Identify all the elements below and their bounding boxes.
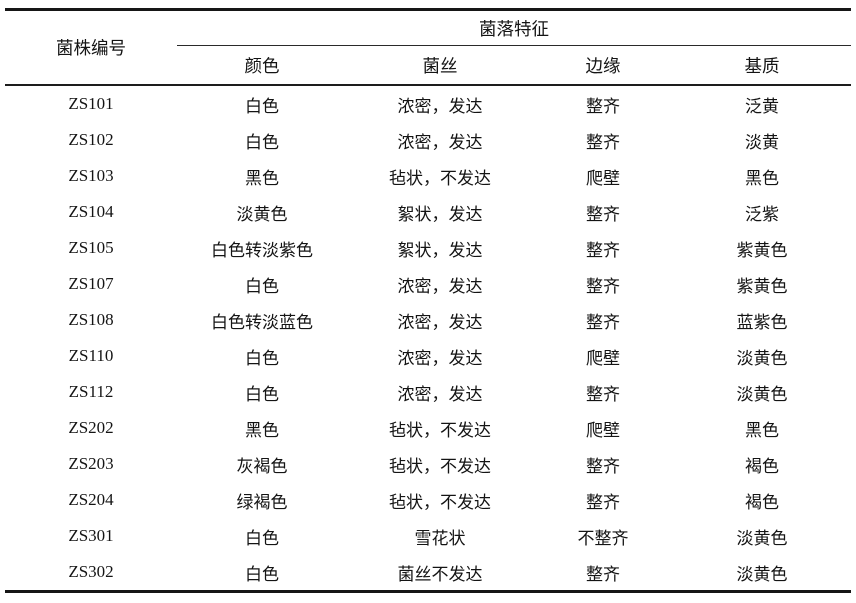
table-row: ZS102 白色 浓密，发达 整齐 淡黄 bbox=[5, 122, 851, 158]
cell-edge: 爬壁 bbox=[586, 420, 620, 440]
cell-colony-color: 白色转淡蓝色 bbox=[211, 312, 313, 332]
strain-colony-table: 菌株编号 菌落特征 颜色 菌丝 边缘 基质 ZS101 白色 浓密，发达 整齐 泛黄 ZS… bbox=[5, 8, 851, 593]
table-row: ZS302 白色 菌丝不发达 整齐 淡黄色 bbox=[5, 554, 851, 592]
cell-strain-id: ZS202 bbox=[68, 418, 114, 437]
column-header-color: 颜色 bbox=[244, 55, 280, 76]
cell-colony-color: 白色 bbox=[245, 384, 279, 404]
cell-colony-color: 灰褐色 bbox=[236, 456, 288, 476]
cell-edge: 整齐 bbox=[586, 276, 620, 296]
cell-hyphae: 毡状，不发达 bbox=[389, 492, 491, 512]
cell-base: 褐色 bbox=[745, 456, 779, 476]
table-header: 菌株编号 菌落特征 颜色 菌丝 边缘 基质 bbox=[5, 9, 851, 86]
cell-strain-id: ZS302 bbox=[68, 562, 114, 581]
cell-base: 泛黄 bbox=[745, 96, 779, 116]
cell-strain-id: ZS101 bbox=[68, 94, 114, 113]
table-body: ZS101 白色 浓密，发达 整齐 泛黄 ZS102 白色 浓密，发达 整齐 淡黄 ZS103 黑色毡… bbox=[5, 85, 851, 592]
cell-base: 紫黄色 bbox=[736, 240, 788, 260]
table-row: ZS105 白色转淡紫色 絮状，发达 整齐 紫黄色 bbox=[5, 230, 851, 266]
column-header-strain-id: 菌株编号 bbox=[56, 38, 126, 58]
cell-edge: 整齐 bbox=[586, 132, 620, 152]
cell-hyphae: 絮状，发达 bbox=[397, 204, 483, 224]
table-row: ZS108 白色转淡蓝色 浓密，发达 整齐 蓝紫色 bbox=[5, 302, 851, 338]
cell-strain-id: ZS203 bbox=[68, 454, 114, 473]
cell-strain-id: ZS301 bbox=[68, 526, 114, 545]
cell-strain-id: ZS204 bbox=[68, 490, 114, 509]
cell-edge: 爬壁 bbox=[586, 348, 620, 368]
table-row: ZS103 黑色 毡状，不发达 爬壁 黑色 bbox=[5, 158, 851, 194]
table-row: ZS202 黑色 毡状，不发达 爬壁 黑色 bbox=[5, 410, 851, 446]
cell-base: 黑色 bbox=[745, 420, 779, 440]
header-row-group: 菌株编号 菌落特征 bbox=[5, 9, 851, 58]
cell-hyphae: 雪花状 bbox=[414, 528, 466, 548]
column-header-base: 基质 bbox=[744, 55, 780, 76]
cell-colony-color: 白色 bbox=[245, 528, 279, 548]
table-row: ZS112 白色 浓密，发达 整齐 淡黄色 bbox=[5, 374, 851, 410]
table-row: ZS110 白色 浓密，发达 爬壁 淡黄色 bbox=[5, 338, 851, 374]
cell-base: 泛紫 bbox=[745, 204, 779, 224]
table-row: ZS203 灰褐色 毡状，不发达 整齐 褐色 bbox=[5, 446, 851, 482]
table-row: ZS107 白色 浓密，发达 整齐 紫黄色 bbox=[5, 266, 851, 302]
cell-base: 黑色 bbox=[745, 168, 779, 188]
cell-hyphae: 毡状，不发达 bbox=[389, 168, 491, 188]
cell-base: 蓝紫色 bbox=[736, 312, 788, 332]
cell-colony-color: 黑色 bbox=[245, 168, 279, 188]
column-header-hyphae: 菌丝 bbox=[422, 55, 458, 76]
cell-colony-color: 白色 bbox=[245, 96, 279, 116]
cell-edge: 整齐 bbox=[586, 96, 620, 116]
table-row: ZS104 淡黄色 絮状，发达 整齐 泛紫 bbox=[5, 194, 851, 230]
cell-colony-color: 白色 bbox=[245, 348, 279, 368]
cell-strain-id: ZS104 bbox=[68, 202, 114, 221]
table-row: ZS204 绿褐色 毡状，不发达 整齐 褐色 bbox=[5, 482, 851, 518]
cell-colony-color: 白色转淡紫色 bbox=[211, 240, 313, 260]
cell-hyphae: 浓密，发达 bbox=[397, 132, 483, 152]
cell-hyphae: 浓密，发达 bbox=[397, 96, 483, 116]
cell-colony-color: 白色 bbox=[245, 132, 279, 152]
cell-hyphae: 絮状，发达 bbox=[397, 240, 483, 260]
cell-hyphae: 浓密，发达 bbox=[397, 348, 483, 368]
cell-strain-id: ZS110 bbox=[68, 346, 114, 365]
cell-strain-id: ZS103 bbox=[68, 166, 114, 185]
cell-hyphae: 毡状，不发达 bbox=[389, 420, 491, 440]
cell-edge: 整齐 bbox=[586, 564, 620, 584]
cell-base: 褐色 bbox=[745, 492, 779, 512]
cell-colony-color: 白色 bbox=[245, 564, 279, 584]
cell-edge: 整齐 bbox=[586, 204, 620, 224]
column-group-header-colony-characteristics: 菌落特征 bbox=[177, 9, 851, 46]
cell-strain-id: ZS112 bbox=[68, 382, 114, 401]
cell-hyphae: 浓密，发达 bbox=[397, 276, 483, 296]
cell-strain-id: ZS108 bbox=[68, 310, 114, 329]
cell-base: 淡黄色 bbox=[736, 348, 788, 368]
cell-edge: 整齐 bbox=[586, 240, 620, 260]
cell-colony-color: 白色 bbox=[245, 276, 279, 296]
cell-base: 淡黄色 bbox=[736, 528, 788, 548]
cell-base: 淡黄色 bbox=[736, 384, 788, 404]
table-row: ZS301 白色 雪花状 不整齐 淡黄色 bbox=[5, 518, 851, 554]
cell-strain-id: ZS102 bbox=[68, 130, 114, 149]
table-row: ZS101 白色 浓密，发达 整齐 泛黄 bbox=[5, 85, 851, 122]
cell-hyphae: 浓密，发达 bbox=[397, 312, 483, 332]
cell-edge: 整齐 bbox=[586, 312, 620, 332]
cell-hyphae: 毡状，不发达 bbox=[389, 456, 491, 476]
cell-edge: 整齐 bbox=[586, 456, 620, 476]
cell-hyphae: 菌丝不发达 bbox=[397, 564, 483, 584]
cell-colony-color: 绿褐色 bbox=[236, 492, 288, 512]
cell-edge: 爬壁 bbox=[586, 168, 620, 188]
cell-base: 紫黄色 bbox=[736, 276, 788, 296]
cell-base: 淡黄色 bbox=[736, 564, 788, 584]
cell-edge: 不整齐 bbox=[577, 528, 629, 548]
header-row-sub: 颜色 菌丝 边缘 基质 bbox=[5, 46, 851, 86]
column-header-edge: 边缘 bbox=[585, 55, 621, 76]
cell-strain-id: ZS105 bbox=[68, 238, 114, 257]
cell-base: 淡黄 bbox=[745, 132, 779, 152]
cell-colony-color: 淡黄色 bbox=[236, 204, 288, 224]
cell-edge: 整齐 bbox=[586, 492, 620, 512]
cell-colony-color: 黑色 bbox=[245, 420, 279, 440]
cell-strain-id: ZS107 bbox=[68, 274, 114, 293]
cell-hyphae: 浓密，发达 bbox=[397, 384, 483, 404]
cell-edge: 整齐 bbox=[586, 384, 620, 404]
